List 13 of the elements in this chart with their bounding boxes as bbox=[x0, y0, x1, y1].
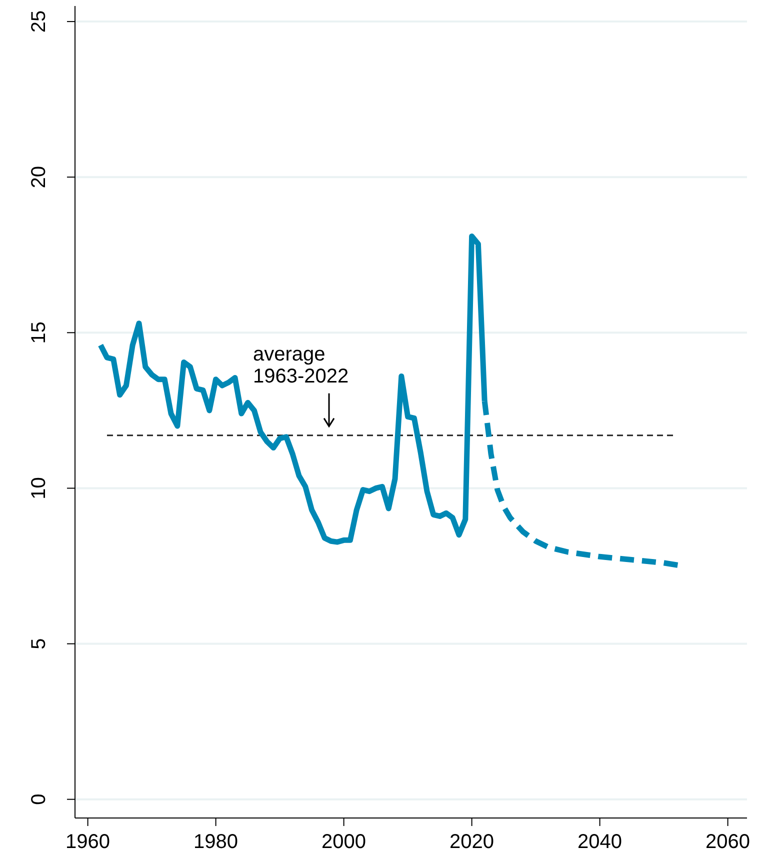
y-tick-label: 20 bbox=[28, 166, 50, 188]
x-tick-label: 2060 bbox=[706, 831, 750, 853]
y-tick-label: 0 bbox=[28, 794, 50, 805]
y-tick-label: 10 bbox=[28, 477, 50, 500]
x-tick-label: 1980 bbox=[194, 831, 238, 853]
x-tick-label: 2020 bbox=[450, 831, 494, 853]
y-tick-label: 25 bbox=[28, 10, 50, 33]
x-tick-label: 2000 bbox=[322, 831, 366, 853]
y-tick-label: 5 bbox=[28, 638, 50, 650]
y-tick-label: 15 bbox=[28, 322, 50, 344]
ref-line-label: average 1963-2022 bbox=[253, 343, 349, 388]
x-tick-label: 2040 bbox=[578, 831, 622, 853]
x-tick-label: 1960 bbox=[66, 831, 110, 853]
